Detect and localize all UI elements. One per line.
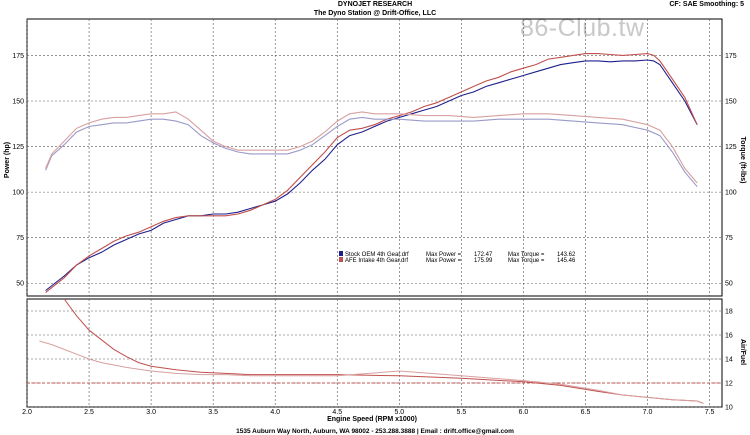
- lower-panel-frame: [26, 298, 723, 408]
- x-tick-label: 7.0: [643, 409, 653, 416]
- legend-maxtorque-stock: 143.62: [557, 252, 576, 258]
- upper-series: [45, 53, 698, 293]
- y-axis-label-airfuel: Air/Fuel: [739, 339, 746, 365]
- series-line-stock_torque: [45, 116, 698, 188]
- airfuel-tick-label: 16: [725, 333, 733, 340]
- lower-series: [27, 298, 722, 404]
- lower-grid: [26, 299, 722, 408]
- series-line-afe_afr: [39, 340, 704, 404]
- x-tick-label: 2.5: [84, 409, 94, 416]
- airfuel-tick-label: 14: [725, 357, 733, 364]
- upper-panel-frame: [26, 18, 723, 297]
- y-tick-label-right: 100: [725, 190, 737, 197]
- y-tick-label-right: 75: [725, 235, 733, 242]
- legend-maxtorque-afe: 145.46: [557, 258, 576, 264]
- y-tick-label-right: 175: [725, 53, 737, 60]
- y-tick-label-left: 125: [12, 144, 24, 151]
- x-tick-label: 5.0: [394, 409, 404, 416]
- x-axis-label: Engine Speed (RPM x1000): [327, 416, 417, 423]
- series-line-afe_torque: [45, 111, 698, 184]
- airfuel-tick-label: 10: [725, 405, 733, 412]
- y-tick-label-left: 175: [12, 53, 24, 60]
- legend: Stock OEM 4th Gear.drf Max Power = 172.4…: [339, 251, 576, 264]
- dyno-title: DYNOJET RESEARCH: [337, 1, 413, 8]
- correction-settings: CF: SAE Smoothing: 5: [669, 1, 744, 8]
- y-tick-label-left: 100: [12, 190, 24, 197]
- tick-labels: 2.0 2.5 3.0 3.5 4.0 4.5 5.0 5.5 6.0 6.5 7.0 7.5 50 50…: [12, 53, 736, 416]
- dyno-subtitle: The Dyno Station @ Drift-Office, LLC: [313, 10, 437, 17]
- legend-maxtorque-label-afe: Max Torque =: [508, 258, 545, 264]
- series-line-afe_power: [45, 53, 698, 293]
- legend-maxpower-afe: 175.99: [474, 258, 493, 264]
- legend-swatch-afe: [339, 257, 343, 262]
- legend-swatch-stock: [339, 251, 343, 256]
- airfuel-tick-label: 18: [725, 309, 733, 316]
- y-axis-label-power: Power (hp): [4, 142, 11, 178]
- legend-label-stock: Stock OEM 4th Gear.drf: [345, 252, 409, 258]
- footer-contact: 1535 Auburn Way North, Auburn, WA 98002 …: [236, 428, 514, 435]
- legend-maxpower-label-afe: Max Power =: [426, 258, 462, 264]
- series-line-stock_afr: [63, 298, 704, 404]
- x-tick-label: 3.5: [208, 409, 218, 416]
- legend-maxpower-label-stock: Max Power =: [426, 252, 462, 258]
- y-tick-label-right: 150: [725, 99, 737, 106]
- x-tick-label: 3.0: [146, 409, 156, 416]
- x-tick-label: 6.5: [581, 409, 591, 416]
- x-tick-label: 4.0: [270, 409, 280, 416]
- legend-label-afe: AFE Intake 4th Gear.drf: [345, 258, 408, 264]
- x-tick-label: 2.0: [22, 409, 32, 416]
- series-line-stock_power: [45, 59, 698, 291]
- legend-maxpower-stock: 172.47: [474, 252, 493, 258]
- y-axis-label-torque: Torque (ft-lbs): [739, 137, 746, 184]
- x-tick-label: 7.5: [705, 409, 715, 416]
- y-tick-label-left: 75: [16, 235, 24, 242]
- y-tick-label-right: 50: [725, 281, 733, 288]
- legend-maxtorque-label-stock: Max Torque =: [508, 252, 545, 258]
- x-tick-label: 5.5: [457, 409, 467, 416]
- y-tick-label-left: 150: [12, 99, 24, 106]
- airfuel-tick-label: 12: [725, 381, 733, 388]
- x-tick-label: 6.0: [519, 409, 529, 416]
- x-tick-label: 4.5: [332, 409, 342, 416]
- y-tick-label-right: 125: [725, 144, 737, 151]
- y-tick-label-left: 50: [16, 281, 24, 288]
